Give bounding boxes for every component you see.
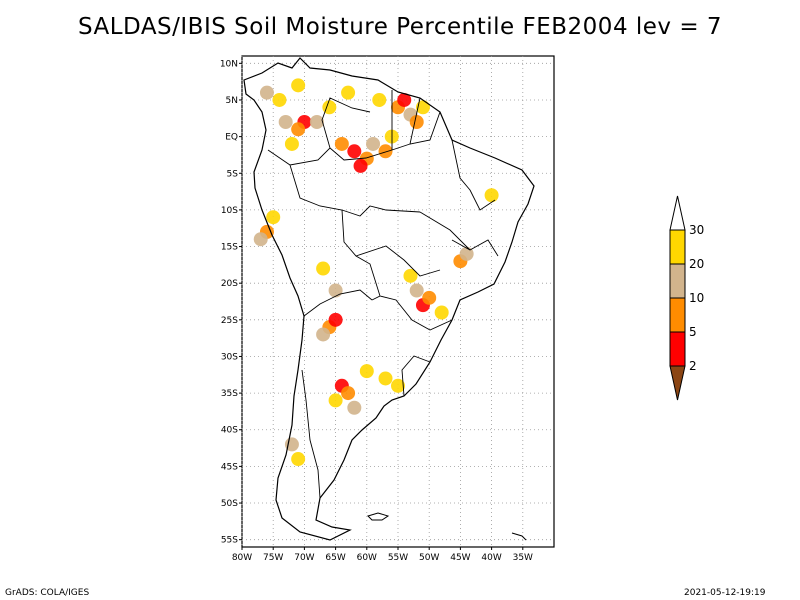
moisture-patch bbox=[372, 92, 387, 107]
lon-tick-label: 80W bbox=[232, 553, 252, 563]
moisture-patch bbox=[341, 85, 356, 100]
colorbar-segment bbox=[669, 263, 686, 299]
colorbar-label: 2 bbox=[689, 359, 697, 373]
lon-tick-label: 60W bbox=[357, 553, 377, 563]
moisture-patch bbox=[322, 100, 337, 115]
moisture-patch bbox=[266, 210, 281, 225]
moisture-patch bbox=[272, 92, 287, 107]
moisture-patch bbox=[259, 85, 274, 100]
map-gridlines bbox=[241, 56, 554, 547]
colorbar-label: 10 bbox=[689, 291, 704, 305]
lat-tick-label: 45S bbox=[221, 462, 238, 472]
colorbar-label: 5 bbox=[689, 325, 697, 339]
page-title: SALDAS/IBIS Soil Moisture Percentile FEB… bbox=[77, 14, 723, 40]
lat-tick-label: 15S bbox=[221, 243, 238, 253]
lat-tick-label: 35S bbox=[221, 389, 238, 399]
colorbar-top-triangle bbox=[669, 195, 686, 231]
map-frame bbox=[241, 55, 555, 548]
colorbar-label: 20 bbox=[689, 257, 704, 271]
lat-tick-label: 30S bbox=[221, 352, 238, 362]
moisture-patch bbox=[347, 400, 362, 415]
colorbar-bottom-triangle bbox=[669, 365, 686, 401]
footer-timestamp: 2021-05-12-19:19 bbox=[684, 588, 766, 598]
lat-tick-label: 5S bbox=[227, 169, 239, 179]
moisture-patch bbox=[328, 393, 343, 408]
moisture-patch bbox=[484, 188, 499, 203]
moisture-patch bbox=[378, 144, 393, 159]
moisture-patch bbox=[403, 268, 418, 283]
moisture-patch bbox=[353, 158, 368, 173]
moisture-patch bbox=[328, 312, 343, 327]
lon-tick-label: 65W bbox=[325, 553, 345, 563]
moisture-patch bbox=[366, 136, 381, 151]
colorbar-segment bbox=[669, 297, 686, 333]
moisture-patch bbox=[309, 114, 324, 129]
lat-tick-label: 20S bbox=[221, 279, 238, 289]
moisture-patch bbox=[291, 78, 306, 93]
lon-tick-label: 40W bbox=[481, 553, 501, 563]
longitude-tick-labels: 80W 75W 70W 65W 60W 55W 50W 45W 40W 35W bbox=[232, 547, 533, 563]
moisture-patch bbox=[359, 364, 374, 379]
lon-tick-label: 55W bbox=[388, 553, 408, 563]
moisture-patch bbox=[415, 100, 430, 115]
moisture-patch bbox=[409, 114, 424, 129]
lon-tick-label: 50W bbox=[419, 553, 439, 563]
lat-tick-label: 10N bbox=[220, 59, 238, 69]
moisture-patch bbox=[341, 386, 356, 401]
country-borders bbox=[267, 90, 499, 499]
moisture-patch bbox=[378, 371, 393, 386]
lon-tick-label: 35W bbox=[513, 553, 533, 563]
lat-tick-label: 55S bbox=[221, 536, 238, 546]
moisture-patch bbox=[328, 283, 343, 298]
moisture-patch bbox=[422, 290, 437, 305]
coastline bbox=[243, 57, 535, 541]
lat-tick-label: 10S bbox=[221, 206, 238, 216]
lat-tick-label: 25S bbox=[221, 316, 238, 326]
moisture-patch bbox=[434, 305, 449, 320]
moisture-patch bbox=[278, 114, 293, 129]
moisture-patch bbox=[397, 92, 412, 107]
colorbar-segment bbox=[669, 331, 686, 367]
footer-credit: GrADS: COLA/IGES bbox=[5, 588, 90, 598]
moisture-patch bbox=[347, 144, 362, 159]
moisture-patch bbox=[316, 327, 331, 342]
colorbar-segment bbox=[669, 229, 686, 265]
lat-tick-label: 50S bbox=[221, 499, 238, 509]
lat-tick-label: 40S bbox=[221, 426, 238, 436]
moisture-patch bbox=[291, 122, 306, 137]
moisture-patch bbox=[253, 232, 268, 247]
falkland-islands bbox=[367, 512, 390, 521]
lon-tick-label: 45W bbox=[450, 553, 470, 563]
lat-tick-label: EQ bbox=[225, 133, 238, 143]
moisture-patch bbox=[391, 378, 405, 393]
moisture-patch bbox=[291, 452, 306, 467]
moisture-patches bbox=[253, 78, 499, 467]
latitude-tick-labels: 10N 5N EQ 5S 10S 15S 20S 25S 30S 35S 40S 45S 50S 55S bbox=[220, 59, 242, 546]
lat-tick-label: 5N bbox=[226, 96, 238, 106]
colorbar: 2 5 10 20 30 bbox=[669, 195, 704, 401]
colorbar-label: 30 bbox=[689, 223, 704, 237]
moisture-patch bbox=[316, 261, 331, 276]
moisture-patch bbox=[409, 283, 424, 298]
moisture-patch bbox=[284, 136, 299, 151]
lon-tick-label: 70W bbox=[294, 553, 314, 563]
south-georgia bbox=[511, 532, 527, 541]
lon-tick-label: 75W bbox=[263, 553, 283, 563]
moisture-patch bbox=[334, 136, 349, 151]
